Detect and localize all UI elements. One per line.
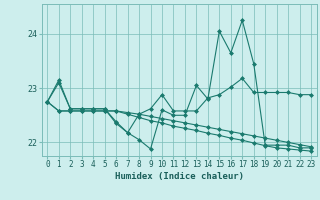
X-axis label: Humidex (Indice chaleur): Humidex (Indice chaleur)	[115, 172, 244, 181]
